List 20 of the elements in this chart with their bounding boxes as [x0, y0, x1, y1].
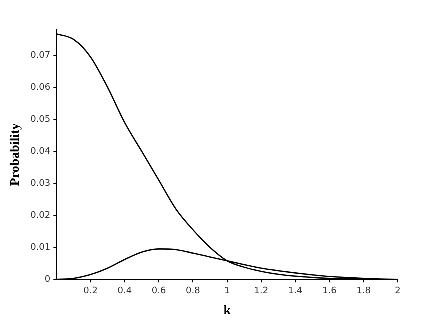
y-tick-label: 0.01: [30, 242, 51, 253]
y-tick-label: 0.02: [30, 210, 51, 221]
y-tick-label: 0.07: [30, 50, 51, 61]
x-tick-label: 0.6: [152, 286, 166, 296]
y-tick-label: 0.05: [30, 114, 51, 125]
x-tick-label: 2: [395, 286, 401, 296]
x-tick-label: 1.2: [254, 286, 269, 296]
y-tick-label: 0.06: [30, 82, 51, 93]
x-tick-label: 1.4: [288, 286, 304, 296]
y-tick-label: 0.03: [30, 178, 51, 189]
x-tick-label: 1.8: [356, 286, 372, 296]
y-tick-label: 0.04: [30, 146, 51, 157]
x-axis-title: k: [224, 302, 232, 318]
x-tick-label: 0.2: [84, 286, 98, 296]
x-tick-label: 0.8: [186, 286, 201, 296]
x-tick-label: 1: [224, 286, 230, 296]
y-tick-label: 0: [44, 274, 51, 285]
x-tick-label: 1.6: [322, 286, 338, 296]
x-tick-label: 0.4: [118, 286, 132, 296]
y-axis-title: Probability: [7, 123, 22, 186]
